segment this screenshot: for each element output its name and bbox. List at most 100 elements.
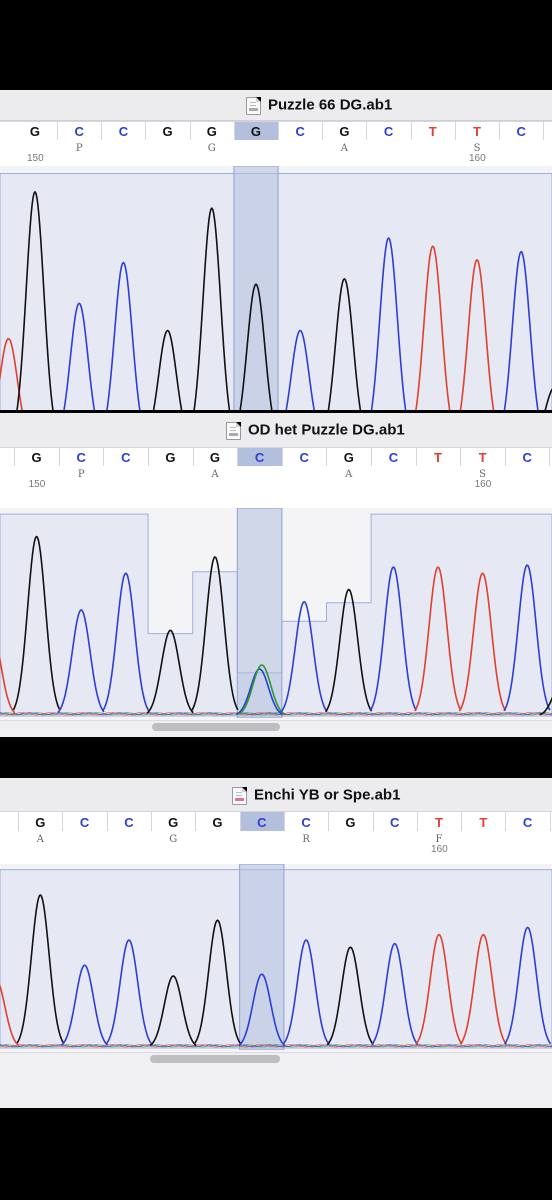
amino-acid-label: F xyxy=(435,834,443,845)
base-call-g[interactable]: G xyxy=(14,448,60,467)
base-call-c[interactable]: C xyxy=(371,448,417,467)
amino-acid-label: S xyxy=(479,469,487,480)
trace-peak-c xyxy=(285,329,315,410)
document-fold xyxy=(256,97,261,102)
trace-peak-c xyxy=(238,973,286,1047)
base-call-t[interactable]: T xyxy=(411,122,456,141)
horizontal-scroll-track[interactable] xyxy=(0,720,552,737)
base-call-t[interactable]: T xyxy=(0,812,20,832)
trace-view xyxy=(0,166,552,410)
base-call-c[interactable]: C xyxy=(505,448,551,467)
base-call-g[interactable]: G xyxy=(234,122,280,141)
base-call-g[interactable]: G xyxy=(193,448,239,467)
trace-peak-t xyxy=(415,245,451,410)
document-fold xyxy=(242,786,247,792)
base-call-t[interactable]: T xyxy=(416,448,462,467)
base-call-c[interactable]: C xyxy=(373,812,418,832)
horizontal-scroll-track[interactable] xyxy=(0,1052,552,1108)
translation-row: P A A S 150 160 xyxy=(0,466,552,508)
selected-base-column xyxy=(233,166,279,410)
amino-acid-label: G xyxy=(207,143,216,154)
base-call-row: TGCCGGCCGCTTC xyxy=(0,811,552,833)
horizontal-scrollbar-thumb[interactable] xyxy=(150,1055,280,1063)
chromatogram-panel: Enchi YB or Spe.ab1TGCCGGCCGCTTCAGRF5016… xyxy=(0,778,552,1108)
trace-peak-g xyxy=(191,556,239,711)
trace-peak-c xyxy=(503,250,539,410)
document-tag xyxy=(229,433,238,436)
trace-peak-c xyxy=(63,302,96,410)
amino-acid-label: R xyxy=(302,834,310,845)
base-call-c[interactable]: C xyxy=(505,812,551,832)
base-call-t[interactable]: T xyxy=(0,448,16,467)
trace-peak-a xyxy=(238,664,286,715)
base-call-c[interactable]: C xyxy=(101,122,147,141)
base-call-c[interactable]: C xyxy=(499,122,545,141)
window-titlebar[interactable]: Puzzle 66 DG.ab1 xyxy=(0,90,552,121)
horizontal-scrollbar-thumb[interactable] xyxy=(152,723,280,731)
base-call-t[interactable]: T xyxy=(417,812,463,832)
trace-peak-g xyxy=(324,588,373,713)
base-call-c[interactable]: C xyxy=(284,812,330,832)
trace-peak-t xyxy=(459,933,507,1045)
trace-peak-g xyxy=(149,975,197,1047)
selected-base-highlight xyxy=(239,812,284,832)
trace-peak-c xyxy=(503,926,552,1045)
amino-acid-label: A xyxy=(340,143,349,154)
base-call-g[interactable]: G xyxy=(195,812,241,832)
base-call-c[interactable]: C xyxy=(282,448,328,467)
trace-peak-t xyxy=(415,933,463,1045)
position-label: 160 xyxy=(431,844,448,855)
amino-acid-label: G xyxy=(169,834,178,845)
base-call-c[interactable]: C xyxy=(62,812,108,832)
base-call-c[interactable]: C xyxy=(104,448,150,467)
base-call-g[interactable]: G xyxy=(148,448,194,467)
translation-row: P G A S 150 160 xyxy=(0,140,552,166)
base-call-t[interactable]: T xyxy=(460,448,506,467)
base-call-g[interactable]: G xyxy=(328,812,374,832)
document-tag xyxy=(235,797,244,801)
trace-peak-t xyxy=(414,566,462,712)
base-call-c[interactable]: C xyxy=(57,122,103,141)
trace-peak-g xyxy=(193,207,231,410)
file-title: Puzzle 66 DG.ab1 xyxy=(268,96,393,114)
base-call-t[interactable]: T xyxy=(461,812,507,832)
selected-base-column xyxy=(236,508,283,718)
window-titlebar[interactable]: Enchi YB or Spe.ab1 xyxy=(0,778,552,812)
base-call-g[interactable]: G xyxy=(18,812,64,832)
base-call-g[interactable]: G xyxy=(146,122,191,141)
baseline-noise-t xyxy=(0,712,552,716)
trace-peak-g xyxy=(12,535,61,711)
position-label: 150 xyxy=(27,153,44,164)
trace-peak-g xyxy=(327,278,362,410)
position-label: 160 xyxy=(474,479,492,490)
trace-peak-g xyxy=(152,329,183,410)
base-call-c[interactable]: C xyxy=(278,122,324,141)
base-call-g[interactable]: G xyxy=(151,812,197,832)
amino-acid-label: A xyxy=(36,834,44,845)
base-call-c[interactable]: C xyxy=(237,448,283,467)
position-label: 160 xyxy=(469,153,486,164)
trace-peak-g xyxy=(16,191,54,410)
base-call-g[interactable]: G xyxy=(322,122,368,141)
trace-peak-g xyxy=(16,894,64,1044)
file-title: Enchi YB or Spe.ab1 xyxy=(254,786,401,803)
base-call-g[interactable]: G xyxy=(327,448,373,467)
document-line xyxy=(250,102,256,103)
base-call-g[interactable]: G xyxy=(13,122,59,141)
chromatogram-trace xyxy=(0,864,552,1050)
window-titlebar[interactable]: OD het Puzzle DG.ab1 xyxy=(0,413,552,448)
base-call-g[interactable]: G xyxy=(190,122,235,141)
trace-peak-c xyxy=(371,942,419,1045)
baseline-noise-t xyxy=(0,1044,552,1048)
file-title: OD het Puzzle DG.ab1 xyxy=(248,421,405,439)
trace-peak-c xyxy=(57,609,105,713)
base-call-c[interactable]: C xyxy=(240,812,285,832)
base-call-c[interactable]: C xyxy=(59,448,105,467)
base-call-c[interactable]: C xyxy=(367,122,412,141)
base-call-t[interactable]: T xyxy=(455,122,501,141)
translation-row: AGRF50160 xyxy=(0,831,552,864)
base-call-c[interactable]: C xyxy=(107,812,153,832)
base-call-row: TGCCGGCCGCTTC xyxy=(0,447,552,468)
selected-base-highlight xyxy=(237,448,282,467)
